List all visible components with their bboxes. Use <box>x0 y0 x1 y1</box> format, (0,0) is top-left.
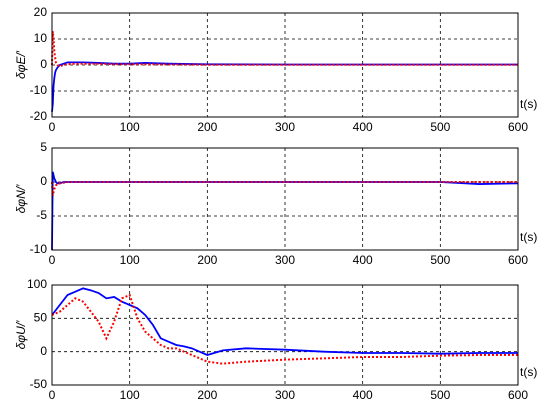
y-tick-label: 50 <box>34 311 48 325</box>
y-axis-label: δφE/′ <box>14 50 28 79</box>
y-tick-label: -5 <box>36 208 47 222</box>
data-line <box>51 293 518 365</box>
x-tick-label: 400 <box>353 120 373 134</box>
x-tick-label: 600 <box>508 120 528 134</box>
x-tick-label: 200 <box>197 120 217 134</box>
x-tick-label: 600 <box>508 253 528 267</box>
y-tick-label: -50 <box>30 377 48 391</box>
y-tick-label: -10 <box>30 242 48 256</box>
plot-frame <box>51 284 519 386</box>
data-line <box>51 181 518 196</box>
x-tick-label: 300 <box>275 253 295 267</box>
y-tick-label: 5 <box>40 140 47 154</box>
x-tick-label: 400 <box>353 388 373 402</box>
x-tick-label: 200 <box>197 253 217 267</box>
data-line <box>51 31 518 68</box>
y-tick-label: -10 <box>30 83 48 97</box>
x-tick-label: 500 <box>430 253 450 267</box>
x-tick-label: 300 <box>275 120 295 134</box>
x-tick-label: 600 <box>508 388 528 402</box>
x-tick-label: 0 <box>49 120 56 134</box>
x-tick-label: 500 <box>430 120 450 134</box>
y-axis-label: δφN/′ <box>14 184 28 213</box>
x-tick-label: 500 <box>430 388 450 402</box>
y-axis-label: δφU/′ <box>14 320 28 349</box>
y-tick-label: 0 <box>40 344 47 358</box>
plot-frame <box>51 147 519 251</box>
y-tick-label: 20 <box>34 5 48 19</box>
x-tick-label: 100 <box>120 388 140 402</box>
x-tick-label: 0 <box>49 388 56 402</box>
x-axis-label: t(s) <box>520 365 537 379</box>
x-tick-label: 100 <box>120 120 140 134</box>
y-tick-label: 10 <box>34 31 48 45</box>
data-line <box>51 287 518 356</box>
x-tick-label: 400 <box>353 253 373 267</box>
x-tick-label: 100 <box>120 253 140 267</box>
plot-frame <box>51 12 519 118</box>
x-tick-label: 300 <box>275 388 295 402</box>
y-tick-label: 0 <box>40 57 47 71</box>
y-tick-label: -20 <box>30 109 48 123</box>
x-tick-label: 200 <box>197 388 217 402</box>
y-tick-label: 0 <box>40 174 47 188</box>
x-axis-label: t(s) <box>520 97 537 111</box>
y-tick-label: 100 <box>27 277 47 291</box>
x-axis-label: t(s) <box>520 230 537 244</box>
x-tick-label: 0 <box>49 253 56 267</box>
